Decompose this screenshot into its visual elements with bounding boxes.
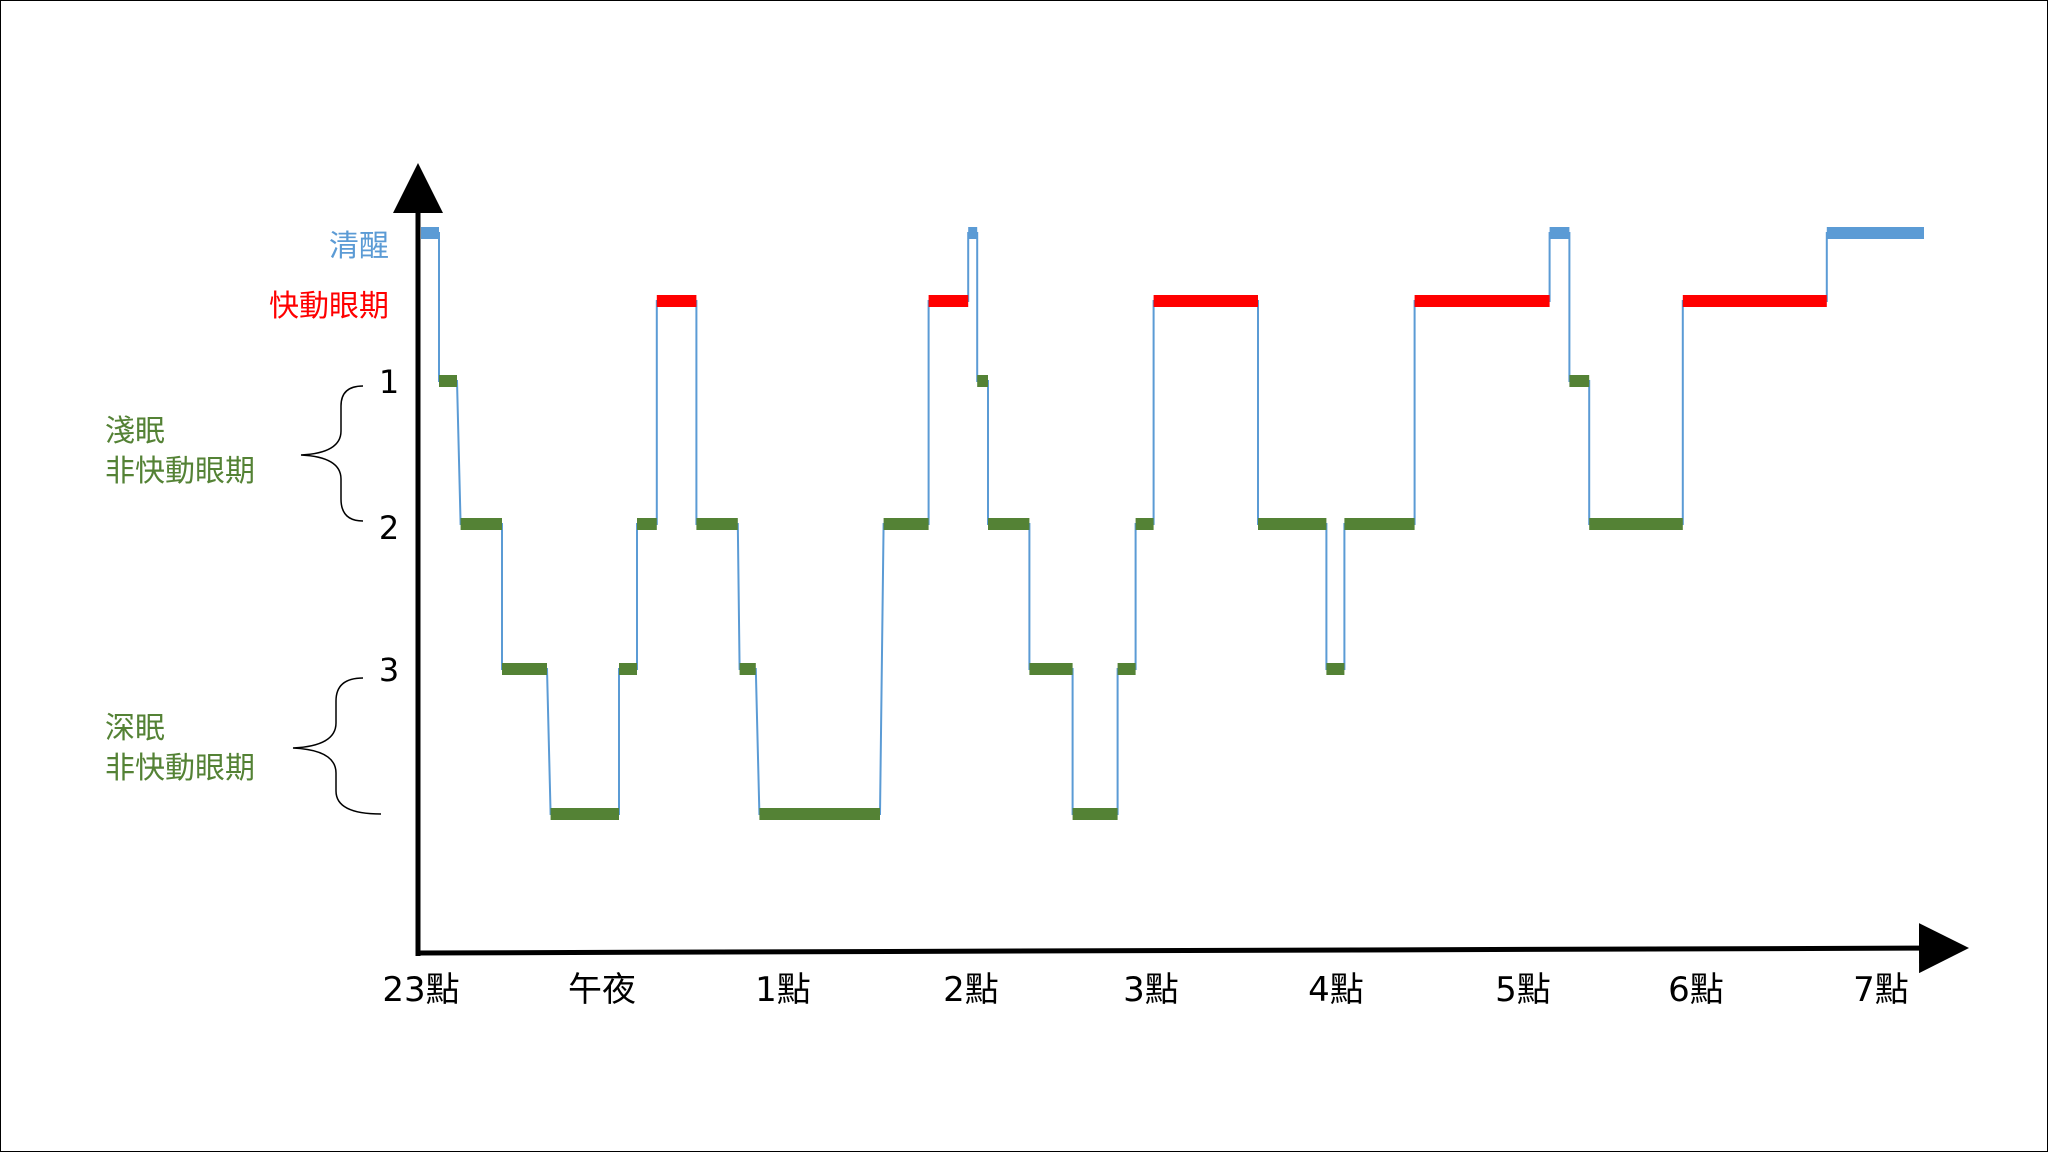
x-tick-label: 午夜 (568, 970, 636, 1010)
group-deep-sleep-line1: 深眠 (105, 711, 165, 746)
brace-deep-sleep (292, 677, 382, 815)
stage-bar-n2 (1589, 518, 1683, 530)
stage-bar-n1 (439, 375, 457, 387)
stage-bar-n2 (460, 518, 502, 530)
stage-bar-n2 (988, 518, 1030, 530)
stage-bar-rem (1414, 295, 1550, 307)
stage-bar-n2 (696, 518, 738, 530)
stage-bar-n1 (977, 375, 988, 387)
stage-bar-n2 (1344, 518, 1415, 530)
stage-bar-rem (1682, 295, 1827, 307)
stage-bar-n3 (619, 663, 637, 675)
group-light-sleep-line1: 淺眠 (105, 414, 165, 449)
stage-bar-n3 (1326, 663, 1345, 675)
stage-bar-n4 (550, 808, 619, 820)
x-axis (415, 923, 1969, 974)
stage-bar-n3 (502, 663, 547, 675)
stage-bar-n2 (637, 518, 657, 530)
stage-bar-wake (1549, 227, 1570, 239)
stage-bar-n4 (1072, 808, 1118, 820)
x-tick-label: 23點 (382, 970, 459, 1010)
stage-transition-line (421, 232, 1924, 815)
stage-bar-wake (421, 227, 439, 239)
x-tick-label: 6點 (1668, 970, 1724, 1010)
x-tick-label: 1點 (755, 970, 811, 1010)
x-tick-label: 4點 (1308, 970, 1364, 1010)
stage-bar-n2 (1135, 518, 1154, 530)
stage-bar-n4 (759, 808, 880, 820)
x-tick-label: 5點 (1495, 970, 1551, 1010)
stage-bar-n3 (739, 663, 756, 675)
stage-bars (421, 227, 1924, 820)
x-tick-label: 7點 (1853, 970, 1909, 1010)
stage-bar-wake (1826, 227, 1924, 239)
stage-bar-n2 (883, 518, 929, 530)
stage-bar-n3 (1117, 663, 1136, 675)
stage-bar-rem (656, 295, 697, 307)
stage-bar-n1 (1569, 375, 1590, 387)
y-label-stage-1: 1 (379, 363, 399, 401)
stage-bar-rem (1153, 295, 1258, 307)
x-tick-label: 2點 (943, 970, 999, 1010)
stage-bar-rem (928, 295, 969, 307)
stage-bar-n3 (1029, 663, 1073, 675)
stage-step-line (421, 232, 1924, 815)
y-label-stage-3: 3 (379, 651, 399, 689)
y-label-rem: 快動眼期 (269, 289, 389, 324)
y-label-wake: 清醒 (329, 229, 389, 264)
group-light-sleep-line2: 非快動眼期 (105, 454, 255, 489)
stage-bar-n2 (1258, 518, 1327, 530)
x-tick-label: 3點 (1123, 970, 1179, 1010)
group-deep-sleep-line2: 非快動眼期 (105, 751, 255, 786)
stage-bar-wake (968, 227, 978, 239)
y-label-stage-2: 2 (379, 509, 399, 547)
brace-light-sleep (300, 385, 364, 522)
